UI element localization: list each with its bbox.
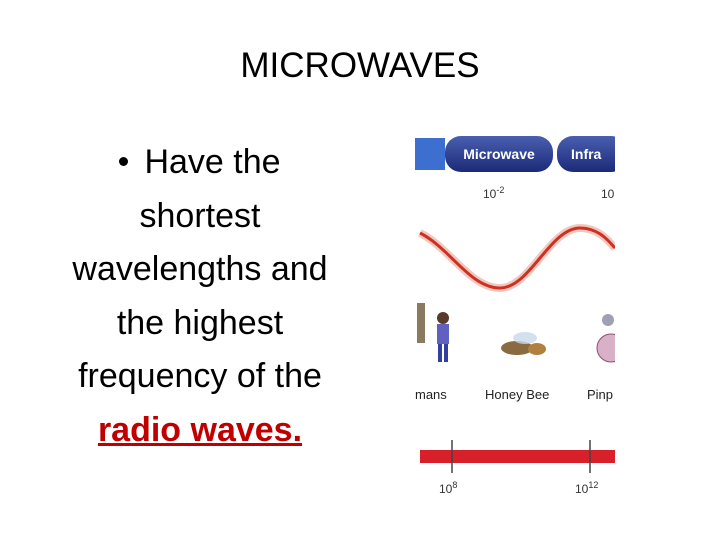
base: 10 xyxy=(483,187,497,201)
base: 10 xyxy=(601,187,615,201)
spectrum-figure: Microwave Infra 10-2 10 mans Honey Bee P… xyxy=(415,136,615,496)
link[interactable]: radio waves. xyxy=(97,410,303,449)
slide-title: MICROWAVES xyxy=(240,46,480,85)
object-label: Honey Bee xyxy=(485,387,549,402)
wave-glow xyxy=(418,223,615,293)
humans-icon xyxy=(417,303,449,362)
frequency-label: 108 xyxy=(439,480,457,496)
frequency-bar xyxy=(420,450,615,463)
object-label: Pinp xyxy=(587,387,613,402)
bullet-line: frequency of the xyxy=(78,357,322,395)
base: 10 xyxy=(575,482,589,496)
base: 10 xyxy=(439,482,453,496)
exp: -2 xyxy=(496,185,504,195)
bullet-line: the highest xyxy=(116,303,284,342)
frequency-label: 1012 xyxy=(575,480,598,496)
bullet-line: Have the xyxy=(40,136,360,190)
wave xyxy=(419,226,615,290)
band-label: Infra xyxy=(571,146,602,162)
bullet-line: shortest xyxy=(139,196,261,235)
object-label: mans xyxy=(415,387,447,402)
bee-icon xyxy=(501,332,546,355)
exp: 8 xyxy=(452,480,457,490)
wavelength-label: 10-2 xyxy=(483,185,504,201)
pinpoint-icon xyxy=(596,314,615,363)
bullet-line: wavelengths and xyxy=(72,250,328,288)
band xyxy=(415,138,445,170)
bullet-text: Have the shortest wavelengths and the hi… xyxy=(40,136,360,457)
wavelength-label: 10 xyxy=(601,187,615,201)
band-pill xyxy=(557,136,615,172)
bullet-line: radio waves. xyxy=(40,404,360,458)
bullet-dot xyxy=(119,156,129,166)
exp: 12 xyxy=(588,480,598,490)
band-pill xyxy=(445,136,553,172)
text: Have the xyxy=(144,143,281,181)
band-label: Microwave xyxy=(463,146,535,162)
